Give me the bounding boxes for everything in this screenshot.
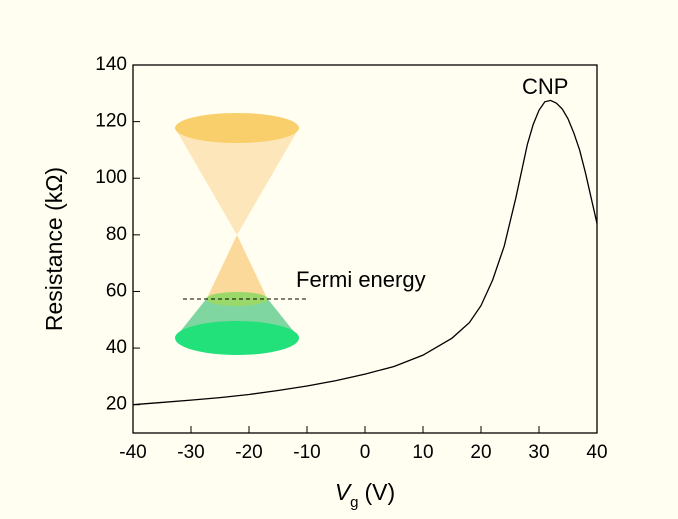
x-tick-label: 40 (586, 442, 607, 463)
annotation: CNP (522, 74, 568, 99)
annotation: Fermi energy (296, 267, 426, 292)
y-tick-label: 120 (95, 111, 127, 132)
x-axis-label: Vg (V) (335, 479, 395, 511)
x-tick-label: -30 (177, 442, 204, 463)
x-tick-label: 20 (470, 442, 491, 463)
x-tick-label: -20 (235, 442, 262, 463)
x-tick-label: 10 (412, 442, 433, 463)
y-tick-label: 60 (106, 280, 127, 301)
x-tick-label: 30 (528, 442, 549, 463)
y-tick-label: 40 (106, 337, 127, 358)
x-tick-label: -40 (119, 442, 146, 463)
x-label-subscript: g (350, 494, 358, 511)
y-tick-label: 20 (106, 394, 127, 415)
dirac-cone (175, 113, 306, 355)
x-label-symbol: V (335, 479, 353, 505)
y-tick-label: 100 (95, 167, 127, 188)
data-line (132, 99, 598, 406)
y-axis-label: Resistance (kΩ) (41, 167, 67, 331)
y-tick-label: 80 (106, 224, 127, 245)
x-tick-label: 0 (360, 442, 371, 463)
y-tick-label: 140 (95, 54, 127, 75)
x-label-unit: (V) (365, 479, 396, 505)
x-tick-label: -10 (293, 442, 320, 463)
